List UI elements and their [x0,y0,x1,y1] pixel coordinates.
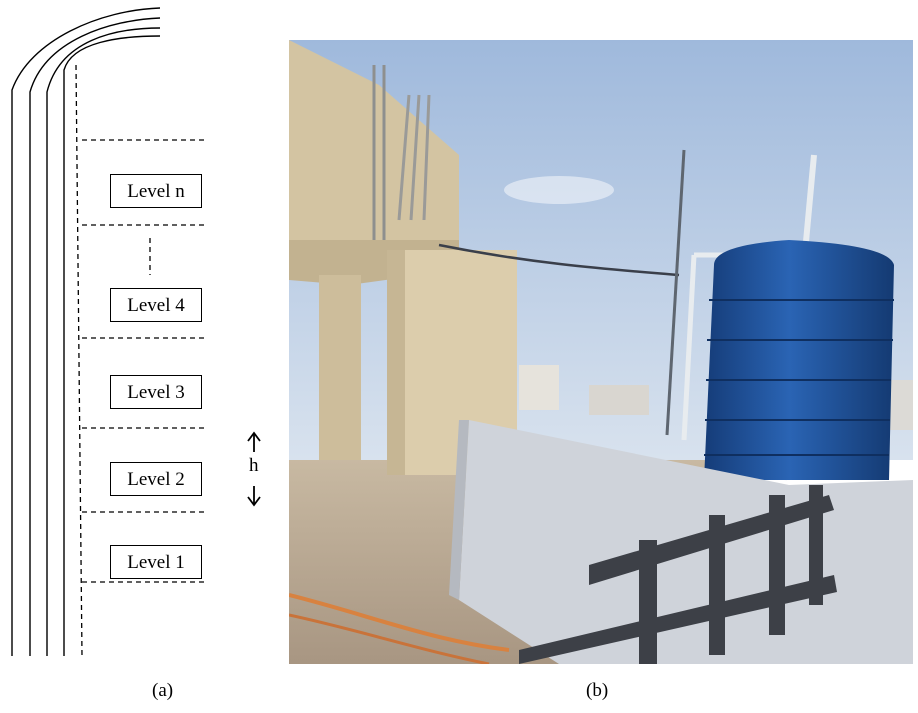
dashed-riser [75,64,83,657]
caption-b: (b) [586,680,609,701]
level-2-box: Level 2 [110,462,202,496]
height-label: h [249,455,259,476]
down-arrow-icon [247,486,261,507]
cable-2 [29,17,161,656]
level-3-box: Level 3 [110,375,202,409]
rooftop-photo [289,40,913,664]
water-tank [704,240,894,480]
metal-railing [519,485,837,664]
level-n-box: Level n [110,174,202,208]
cable-3 [46,27,161,656]
cable-1 [11,7,161,656]
schematic-panel-a: Level n Level 4 Level 3 Level 2 Level 1 … [0,0,280,708]
cable-schematic [11,7,261,657]
caption-a: (a) [152,680,174,701]
rooftop-scene [289,40,913,664]
level-4-box: Level 4 [110,288,202,322]
up-arrow-icon [247,431,261,452]
cable-4 [63,35,161,656]
level-1-box: Level 1 [110,545,202,579]
antenna-mast [665,149,686,436]
pillar-left [319,275,361,460]
